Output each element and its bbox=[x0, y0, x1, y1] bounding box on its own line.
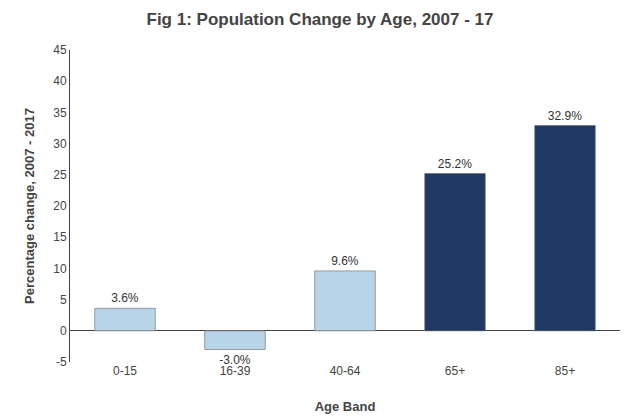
svg-text:40-64: 40-64 bbox=[330, 364, 361, 378]
svg-text:85+: 85+ bbox=[555, 364, 575, 378]
svg-text:40: 40 bbox=[53, 74, 67, 88]
svg-text:25: 25 bbox=[53, 168, 67, 182]
svg-text:0: 0 bbox=[60, 324, 67, 338]
svg-text:5: 5 bbox=[60, 293, 67, 307]
svg-text:25.2%: 25.2% bbox=[438, 157, 472, 171]
svg-text:10: 10 bbox=[53, 262, 67, 276]
svg-text:9.6%: 9.6% bbox=[331, 254, 359, 268]
svg-text:30: 30 bbox=[53, 137, 67, 151]
svg-text:35: 35 bbox=[53, 106, 67, 120]
svg-text:Fig 1: Population Change by Ag: Fig 1: Population Change by Age, 2007 - … bbox=[147, 10, 494, 29]
svg-text:0-15: 0-15 bbox=[113, 364, 137, 378]
svg-text:20: 20 bbox=[53, 199, 67, 213]
svg-text:15: 15 bbox=[53, 230, 67, 244]
svg-text:32.9%: 32.9% bbox=[548, 109, 582, 123]
svg-text:3.6%: 3.6% bbox=[111, 291, 139, 305]
svg-text:Age Band: Age Band bbox=[315, 399, 376, 414]
svg-text:16-39: 16-39 bbox=[220, 364, 251, 378]
svg-text:-5: -5 bbox=[56, 355, 67, 369]
svg-text:65+: 65+ bbox=[445, 364, 465, 378]
svg-text:-3.0%: -3.0% bbox=[219, 353, 251, 367]
svg-text:45: 45 bbox=[53, 43, 67, 57]
svg-text:Percentage change, 2007 - 2017: Percentage change, 2007 - 2017 bbox=[22, 108, 37, 304]
